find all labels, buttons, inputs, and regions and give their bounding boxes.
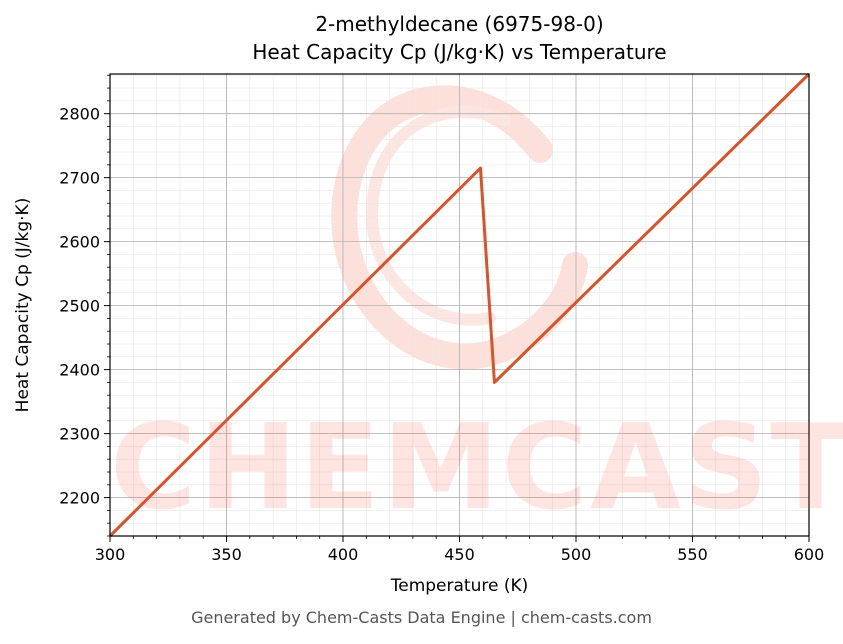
y-tick-label: 2500 (59, 297, 100, 316)
y-tick-label: 2200 (59, 489, 100, 508)
y-tick-label: 2800 (59, 105, 100, 124)
x-tick-label: 550 (677, 545, 708, 564)
y-tick-label: 2400 (59, 361, 100, 380)
y-tick-label: 2300 (59, 425, 100, 444)
cp-series-line (108, 72, 811, 538)
y-tick-label: 2700 (59, 169, 100, 188)
series-layer (108, 72, 811, 538)
y-tick-label: 2600 (59, 233, 100, 252)
x-axis-label: Temperature (K) (390, 576, 529, 596)
x-tick-label: 400 (328, 545, 359, 564)
watermark-text: CHEMCASTS (110, 398, 843, 536)
x-tick-label: 600 (794, 545, 825, 564)
chart-title-line1: 2-methyldecane (6975-98-0) (315, 12, 604, 36)
x-tick-label: 350 (211, 545, 242, 564)
x-tick-label: 450 (444, 545, 475, 564)
axis-ticks: 300 350 400 450 500 550 600 2200 2300 2400 2500 260… (59, 74, 825, 564)
footer-credit: Generated by Chem-Casts Data Engine | ch… (191, 608, 652, 627)
x-tick-label: 300 (95, 545, 126, 564)
chart-title-line2: Heat Capacity Cp (J/kg·K) vs Temperature (252, 40, 667, 64)
y-axis-label: Heat Capacity Cp (J/kg·K) (13, 197, 33, 413)
x-tick-label: 500 (561, 545, 592, 564)
